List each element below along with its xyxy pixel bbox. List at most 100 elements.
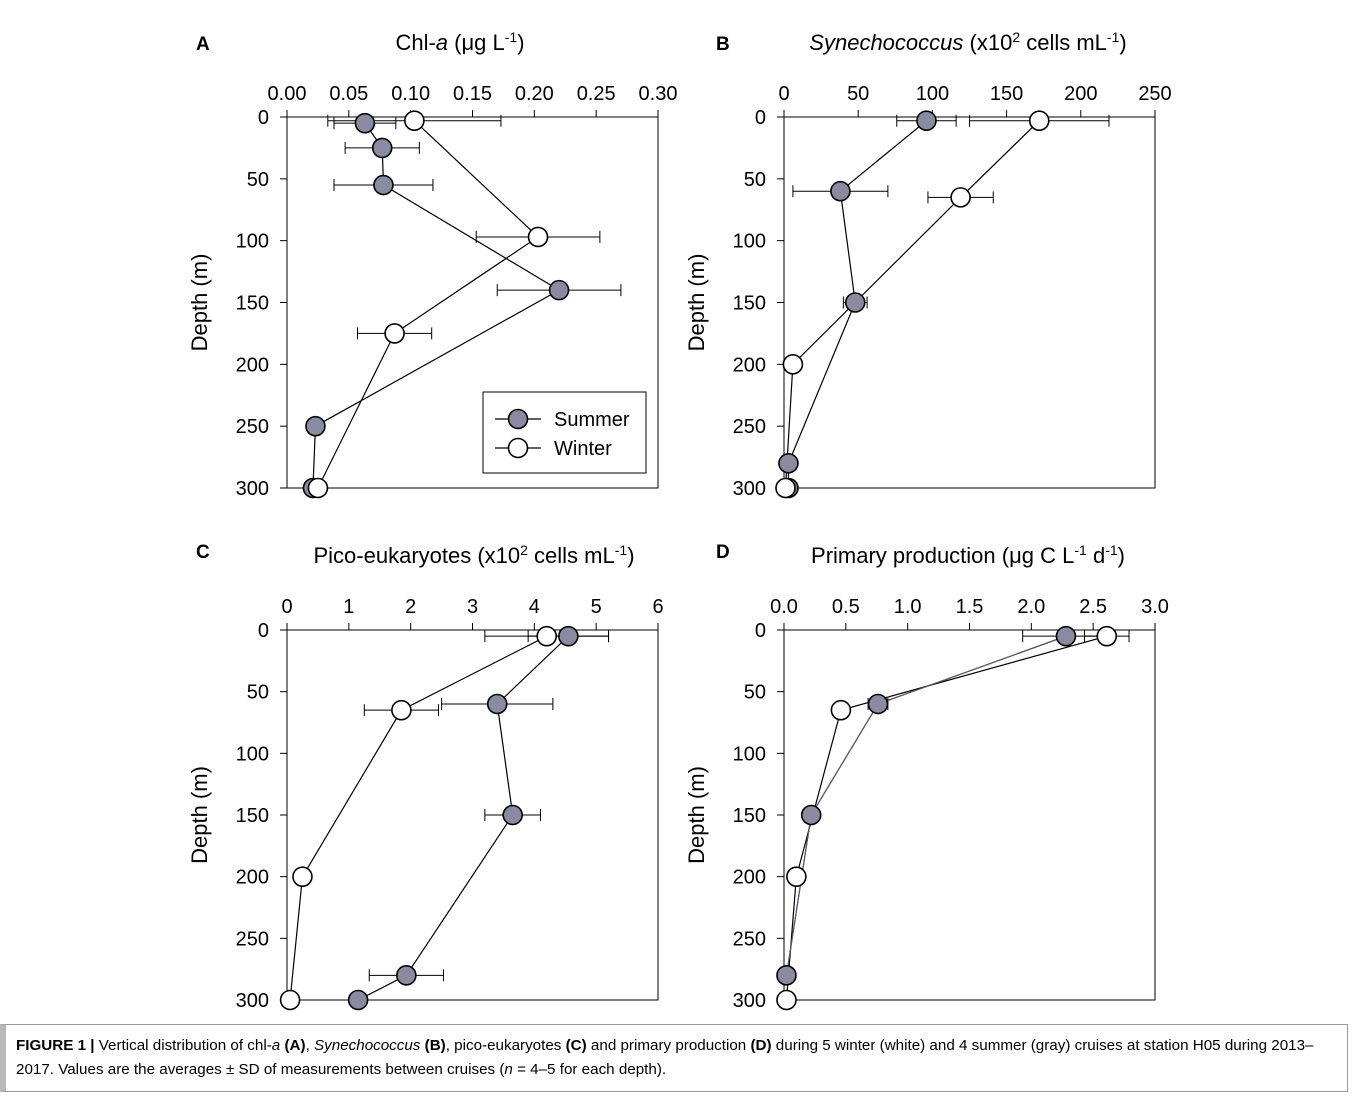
x-tick-label: 4 (529, 596, 540, 618)
y-tick-label: 0 (258, 107, 269, 129)
figure-panels: A Chl-a (μg L-1) 0.00 0.05 0.10 0.15 0.20 0.25 0… (187, 29, 1172, 1012)
data-point-summer (502, 804, 523, 826)
title-part: Pico-eukaryotes (x10 (313, 543, 520, 568)
panel-C: C Pico-eukaryotes (x102 cells mL-1)0 1 2 3 4 5… (187, 542, 664, 1012)
caption-segment: a (271, 1037, 281, 1054)
y-tick-label: 50 (744, 169, 766, 191)
series-line-summer (357, 635, 569, 1001)
series-line-winter (317, 120, 540, 489)
data-point-summer (371, 137, 393, 159)
data-point-winter (950, 187, 971, 208)
data-point-winter (279, 989, 301, 1011)
title-part: -1 (1105, 542, 1118, 558)
panel-letter: A (196, 34, 210, 55)
x-tick-label: 6 (652, 596, 663, 618)
y-tick-label: 100 (236, 743, 269, 765)
y-tick-label: 250 (236, 928, 269, 950)
panel-D: D Primary production (μg C L-1 d-1)0.0 0.5… (684, 542, 1169, 1012)
data-point-winter (776, 989, 797, 1011)
caption-label: FIGURE 1 | (16, 1037, 95, 1054)
data-point-summer (354, 112, 376, 134)
y-tick-label: 50 (247, 682, 269, 704)
data-point-summer (916, 110, 937, 132)
y-tick-label: 250 (733, 928, 766, 950)
x-tick-label: 0 (281, 596, 292, 618)
data-point-summer (373, 174, 394, 196)
plot-frame (783, 629, 1156, 1001)
y-tick-label: 300 (236, 990, 269, 1012)
title-part: -1 (1107, 29, 1120, 45)
legend-marker-summer (507, 408, 529, 430)
caption-segment: , (305, 1037, 315, 1054)
caption-segment: (D) (750, 1037, 772, 1054)
caption-segment: , pico-eukaryotes (445, 1037, 566, 1054)
figure-svg: A Chl-a (μg L-1)0.00 0.05 0.10 0.15 0.20 0.25 0… (187, 29, 1172, 1012)
x-tick-label: 200 (1064, 83, 1097, 105)
x-tick-label: 250 (1138, 83, 1171, 105)
data-point-winter (1096, 625, 1118, 647)
x-tick-label: 0 (778, 83, 789, 105)
y-tick-label: 250 (733, 416, 766, 438)
title-part: Primary production ( (811, 543, 1010, 568)
x-tick-label: 0.10 (391, 83, 430, 105)
caption-segment: Vertical distribution of chl- (94, 1037, 272, 1054)
panel-letter: C (196, 542, 210, 563)
y-axis-title: Depth (m) (187, 766, 212, 864)
y-tick-label: 0 (755, 107, 766, 129)
title-part: ( (448, 30, 462, 55)
title-part: μg L (462, 30, 505, 55)
caption-segment: and primary production (586, 1037, 751, 1054)
title-part: a (436, 30, 448, 55)
y-tick-label: 200 (733, 867, 766, 889)
data-point-summer (830, 180, 851, 202)
x-tick-label: 0.20 (515, 83, 554, 105)
panel-title: Synechococcus (x102 cells mL-1) (809, 29, 1126, 55)
title-part: -1 (505, 29, 518, 45)
title-part: ) (1118, 543, 1125, 568)
caption-segment: Synechococcus (314, 1037, 421, 1054)
caption-segment: (B) (424, 1037, 446, 1054)
x-tick-label: 2.0 (1017, 596, 1045, 618)
figure-caption: FIGURE 1 | Vertical distribution of chl-… (0, 1024, 1348, 1092)
x-tick-label: 3 (467, 596, 478, 618)
series-line-winter (289, 635, 547, 1001)
data-point-winter (830, 699, 852, 721)
x-tick-label: 0.00 (268, 83, 307, 105)
x-tick-label: 2.5 (1079, 596, 1107, 618)
x-tick-label: 1 (343, 596, 354, 618)
series-line-faint (785, 635, 1067, 976)
data-point-winter (391, 699, 412, 721)
data-point-summer (548, 279, 570, 301)
series-line-winter (785, 635, 1107, 1001)
y-tick-label: 100 (733, 743, 766, 765)
y-tick-label: 150 (236, 293, 269, 315)
data-point-winter (1028, 110, 1050, 132)
x-tick-label: 1.5 (956, 596, 984, 618)
data-point-winter (536, 625, 558, 647)
x-tick-label: 0.0 (770, 596, 798, 618)
panel-letter: B (716, 34, 730, 55)
y-tick-label: 300 (236, 478, 269, 500)
y-tick-label: 150 (733, 293, 766, 315)
y-tick-label: 100 (236, 231, 269, 253)
title-part: ) (627, 543, 634, 568)
plot-frame (286, 629, 659, 1001)
title-part: -1 (615, 542, 628, 558)
x-tick-label: 50 (847, 83, 869, 105)
panel-A: A Chl-a (μg L-1) 0.00 0.05 0.10 0.15 0.20 0.25 0… (187, 29, 677, 500)
y-tick-label: 50 (247, 169, 269, 191)
x-tick-label: 0.15 (453, 83, 492, 105)
data-point-winter (404, 110, 425, 132)
data-point-winter (307, 477, 329, 499)
y-tick-label: 300 (733, 478, 766, 500)
caption-segment: (C) (565, 1037, 587, 1054)
y-tick-label: 50 (744, 682, 766, 704)
panel-title: Chl-a (μg L-1) (395, 29, 524, 55)
data-point-winter (384, 323, 405, 344)
data-point-summer (778, 452, 799, 474)
title-part: -1 (1074, 542, 1087, 558)
x-tick-label: 0.5 (832, 596, 860, 618)
data-point-winter (786, 866, 807, 887)
y-tick-label: 0 (755, 620, 766, 642)
y-axis-title: Depth (m) (187, 254, 212, 352)
